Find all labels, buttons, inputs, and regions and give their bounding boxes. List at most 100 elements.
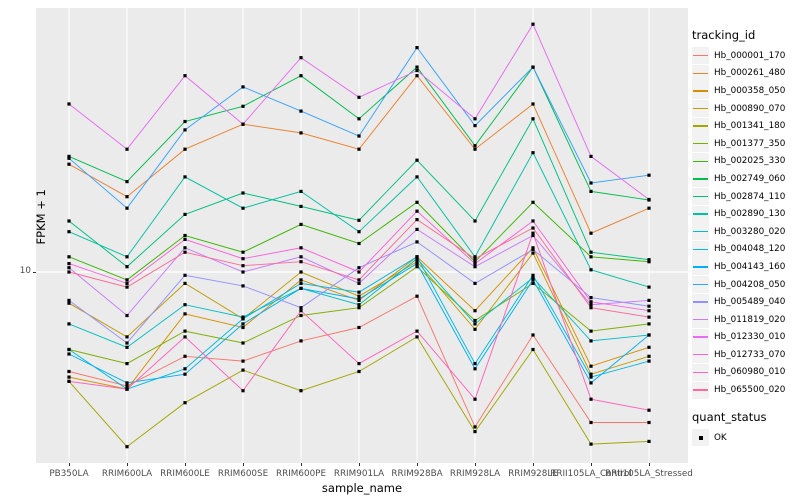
data-point	[589, 442, 593, 446]
data-point	[67, 301, 71, 305]
data-point	[531, 219, 535, 223]
quant-status-item: OK	[692, 429, 785, 447]
data-point	[647, 354, 651, 358]
legend-item-label: Hb_012330_010	[714, 332, 786, 343]
legend-item-Hb_065500_020: Hb_065500_020	[692, 381, 785, 399]
data-point	[357, 294, 361, 298]
y-tick-label: 10	[19, 266, 31, 276]
data-point	[589, 255, 593, 259]
data-point	[299, 270, 303, 274]
data-point	[67, 156, 71, 160]
data-point	[183, 401, 187, 405]
data-point	[183, 212, 187, 216]
data-point	[647, 206, 651, 210]
legend-item-label: Hb_001341_180	[714, 121, 786, 132]
data-point	[589, 364, 593, 368]
data-point	[241, 359, 245, 363]
data-point	[241, 206, 245, 210]
quant-status-items: OK	[692, 429, 785, 447]
data-point	[299, 255, 303, 259]
legend-line-icon	[693, 107, 708, 110]
data-point	[473, 260, 477, 264]
data-point	[531, 102, 535, 106]
legend-item-Hb_004208_050: Hb_004208_050	[692, 276, 785, 294]
data-point	[241, 322, 245, 326]
data-point	[473, 367, 477, 371]
data-point	[183, 128, 187, 132]
data-point	[473, 318, 477, 323]
data-point	[473, 430, 477, 434]
legend-item-Hb_000358_050: Hb_000358_050	[692, 82, 785, 100]
data-point	[647, 420, 651, 425]
data-point	[125, 384, 129, 388]
data-point	[183, 119, 187, 124]
data-point	[125, 445, 129, 449]
data-point	[647, 315, 651, 319]
legend-key-swatch	[692, 100, 709, 118]
legend-item-Hb_011819_020: Hb_011819_020	[692, 311, 785, 329]
x-tick-label-RRIM600PE: RRIM600PE	[275, 469, 327, 479]
data-point	[589, 381, 593, 385]
data-point	[125, 278, 129, 282]
data-point	[415, 209, 419, 213]
legend-item-Hb_000001_170: Hb_000001_170	[692, 47, 785, 65]
data-point	[589, 189, 593, 193]
data-point	[67, 379, 71, 383]
x-tick-mark	[301, 463, 302, 466]
legend-item-label: Hb_004208_050	[714, 279, 786, 290]
data-point	[357, 278, 361, 282]
legend-line-icon	[693, 54, 708, 57]
data-point	[531, 117, 535, 121]
x-tick-label-RRIM600SE: RRIM600SE	[217, 469, 269, 479]
data-point	[647, 260, 651, 264]
legend-item-Hb_004143_160: Hb_004143_160	[692, 258, 785, 276]
data-point	[241, 315, 245, 319]
legend-item-label: Hb_003280_020	[714, 226, 786, 237]
legend-key-swatch	[692, 205, 709, 223]
data-point	[67, 230, 71, 234]
data-point	[183, 303, 187, 307]
data-point	[531, 347, 535, 352]
data-point	[241, 257, 245, 261]
data-point	[357, 230, 361, 234]
data-point	[125, 265, 129, 269]
data-point	[357, 290, 361, 294]
data-point	[299, 74, 303, 78]
legend-line-icon	[693, 283, 708, 286]
y-tick-mark	[33, 272, 36, 273]
data-point	[357, 362, 361, 366]
legend-line-icon	[693, 389, 708, 391]
data-point	[357, 95, 361, 99]
legend-item-label: Hb_000890_070	[714, 103, 786, 114]
data-point	[241, 341, 245, 345]
data-point	[67, 154, 71, 158]
data-point	[183, 147, 187, 151]
data-point	[67, 352, 71, 356]
series-points	[67, 22, 651, 449]
legend-item-label: Hb_004048_120	[714, 244, 786, 255]
y-axis-title: FPKM + 1	[34, 189, 48, 245]
legend-item-label: Hb_002749_060	[714, 173, 786, 184]
data-point	[647, 309, 651, 313]
legend-line-icon	[693, 248, 708, 250]
data-point	[531, 226, 535, 230]
x-tick-mark	[185, 463, 186, 466]
x-tick-label-RRII105LA_Control: RRII105LA_Control	[550, 469, 632, 479]
data-point	[589, 303, 593, 307]
data-point	[67, 369, 71, 374]
data-point	[125, 147, 129, 151]
x-tick-label-PB350LA: PB350LA	[49, 469, 89, 479]
data-point	[589, 300, 593, 304]
data-point	[357, 369, 361, 374]
data-point	[299, 278, 303, 282]
data-point	[125, 180, 129, 184]
legend-title-tracking-id: tracking_id	[692, 28, 756, 42]
legend-key-swatch	[692, 328, 709, 346]
x-tick-mark	[475, 463, 476, 466]
data-point	[299, 286, 303, 290]
data-point	[473, 147, 477, 151]
data-point	[415, 262, 419, 266]
data-point	[299, 281, 303, 285]
data-point	[647, 322, 651, 326]
